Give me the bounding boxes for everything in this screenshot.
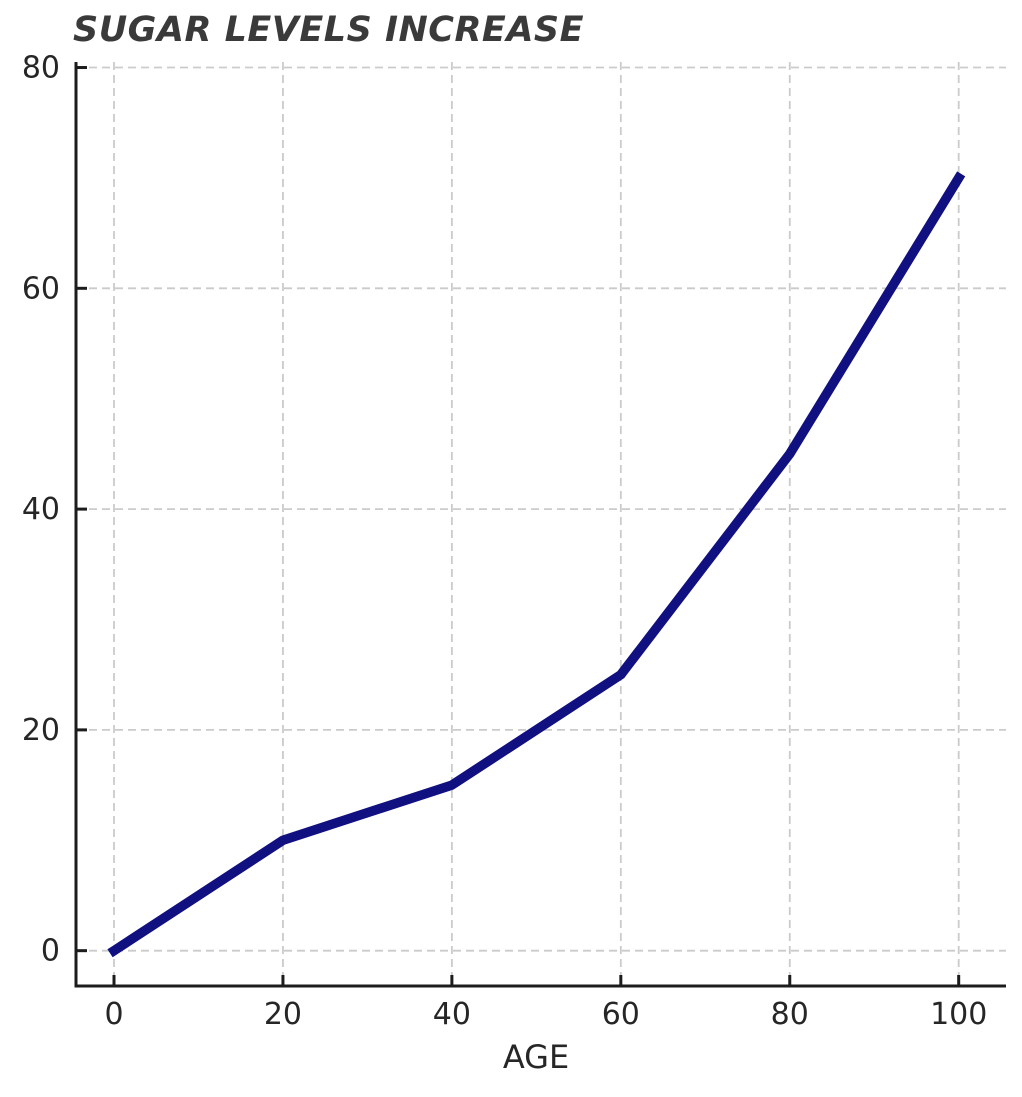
x-tick-label: 60 <box>602 997 640 1032</box>
y-tick-label: 0 <box>41 934 60 969</box>
x-axis-label: AGE <box>503 1038 569 1076</box>
y-tick-label: 60 <box>22 271 60 306</box>
gridlines <box>76 62 1006 986</box>
chart-title: SUGAR LEVELS INCREASE <box>73 10 585 50</box>
y-tick-labels: 0 20 40 60 80 <box>22 51 60 969</box>
y-tick-label: 80 <box>22 51 60 86</box>
x-tick-labels: 0 20 40 60 80 100 <box>104 997 987 1032</box>
y-tick-label: 20 <box>22 713 60 748</box>
y-tick-label: 40 <box>22 492 60 527</box>
x-tick-label: 20 <box>264 997 302 1032</box>
axis-ticks <box>76 66 961 986</box>
axes-spines <box>74 62 1006 988</box>
x-tick-label: 100 <box>930 997 987 1032</box>
x-tick-label: 0 <box>104 997 123 1032</box>
data-line-sugar-levels <box>107 171 966 958</box>
x-tick-label: 40 <box>433 997 471 1032</box>
x-tick-label: 80 <box>771 997 809 1032</box>
